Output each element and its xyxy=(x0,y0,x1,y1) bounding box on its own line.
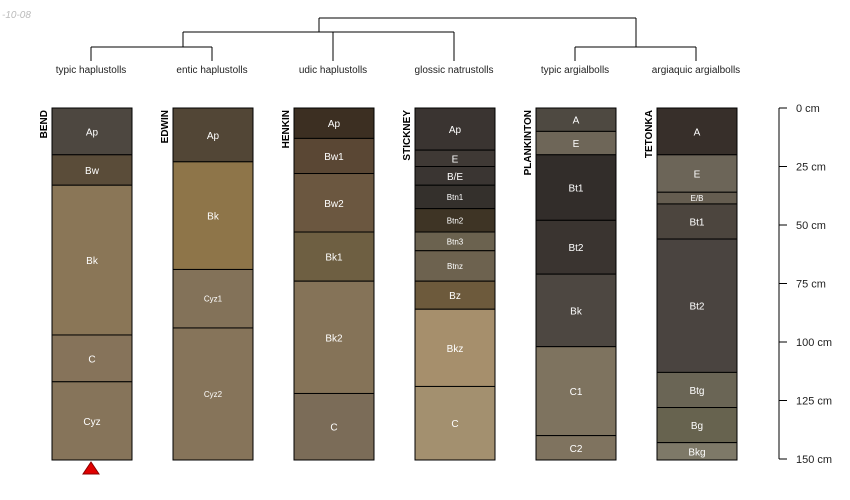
horizon-c xyxy=(293,392,375,461)
horizon-label: C xyxy=(451,419,458,430)
horizon-bw2 xyxy=(293,173,375,233)
horizon-label: A xyxy=(694,127,701,138)
red-triangle-marker xyxy=(82,461,100,475)
axis-tick-label: 50 cm xyxy=(796,220,826,232)
axis-tick-label: 150 cm xyxy=(796,454,832,466)
horizon-label: Cyz1 xyxy=(204,295,223,304)
horizon-label: B/E xyxy=(447,172,463,183)
horizon-label: Ap xyxy=(328,119,341,130)
soil-profile-tetonka: argiaquic argialbolls TETONKA A E E/B Bt1 Bt2 B… xyxy=(644,65,740,461)
horizon-btg xyxy=(656,371,738,409)
horizon-c xyxy=(414,385,496,461)
taxonomy-label: typic argialbolls xyxy=(541,65,609,76)
horizon-bk xyxy=(51,184,133,336)
horizon-label: Ap xyxy=(86,127,99,138)
horizon-label: C xyxy=(88,354,95,365)
taxonomy-label: glossic natrustolls xyxy=(415,65,494,76)
horizon-cyz1 xyxy=(172,268,254,329)
horizon-cyz2 xyxy=(172,327,254,461)
horizon-cyz xyxy=(51,381,133,461)
horizon-label: C2 xyxy=(570,444,583,455)
taxonomy-label: typic haplustolls xyxy=(56,65,127,76)
horizon-label: Bt2 xyxy=(568,243,583,254)
horizon-label: Btnz xyxy=(447,262,463,271)
soil-profile-plankinton: typic argialbolls PLANKINTON A E Bt1 Bt2 Bk C1 C… xyxy=(523,65,617,461)
soil-profile-stickney: glossic natrustolls STICKNEY Ap E B/E Btn1 Btn… xyxy=(402,65,496,461)
horizon-btnz xyxy=(414,250,496,282)
horizon-ap xyxy=(414,107,496,151)
profile-name: HENKIN xyxy=(281,110,292,148)
horizon-label: Bk1 xyxy=(325,253,343,264)
horizon-label: Cyz2 xyxy=(204,390,223,399)
axis-tick-label: 125 cm xyxy=(796,396,832,408)
profile-name: STICKNEY xyxy=(402,110,413,161)
horizon-label: E xyxy=(573,139,580,150)
horizon-label: Btg xyxy=(689,386,704,397)
horizon-bt2 xyxy=(656,238,738,373)
horizon-label: Bw1 xyxy=(324,152,344,163)
profile-name: TETONKA xyxy=(644,110,655,158)
axis-tick-label: 0 cm xyxy=(796,103,820,115)
horizon-label: Bz xyxy=(449,291,461,302)
horizon-bk xyxy=(172,161,254,270)
horizon-bz xyxy=(414,280,496,310)
axis-tick-label: 25 cm xyxy=(796,162,826,174)
taxonomy-label: entic haplustolls xyxy=(176,65,247,76)
axis-tick-label: 75 cm xyxy=(796,279,826,291)
horizon-label: Btn1 xyxy=(447,193,464,202)
horizon-label: Bg xyxy=(691,421,703,432)
horizon-label: Bt1 xyxy=(689,217,704,228)
horizon-label: Cyz xyxy=(83,417,100,428)
axis-tick-label: 100 cm xyxy=(796,337,832,349)
horizon-label: A xyxy=(573,116,580,127)
depth-axis: 0 cm 25 cm 50 cm 75 cm 100 cm 125 cm 150 cm xyxy=(778,103,832,466)
horizon-bkz xyxy=(414,308,496,387)
profile-name: EDWIN xyxy=(160,110,171,143)
horizon-label: C1 xyxy=(570,387,583,398)
horizon-bk xyxy=(535,273,617,348)
horizon-label: E xyxy=(452,154,459,165)
horizon-label: Btn3 xyxy=(447,237,464,246)
horizon-label: Ap xyxy=(449,125,462,136)
soil-profile-bend: typic haplustolls BEND Ap Bw Bk C Cyz xyxy=(39,65,133,475)
soil-profile-henkin: udic haplustolls HENKIN Ap Bw1 Bw2 Bk1 Bk2 C xyxy=(281,65,375,461)
profile-name: PLANKINTON xyxy=(523,110,534,175)
horizon-bt1 xyxy=(535,154,617,221)
horizon-label: Ap xyxy=(207,131,220,142)
horizon-label: Bkg xyxy=(688,447,705,458)
horizon-bg xyxy=(656,407,738,444)
horizon-bkg xyxy=(656,442,738,461)
horizon-c2 xyxy=(535,435,617,461)
horizon-label: Bw2 xyxy=(324,199,344,210)
horizon-label: Bk xyxy=(86,256,99,267)
horizon-bt1 xyxy=(656,203,738,240)
horizon-label: Bt2 xyxy=(689,302,704,313)
soil-profile-edwin: entic haplustolls EDWIN Ap Bk Cyz1 Cyz2 xyxy=(160,65,254,461)
horizon-e xyxy=(656,154,738,193)
horizon-label: Bt1 xyxy=(568,184,583,195)
horizon-bw1 xyxy=(293,137,375,175)
horizon-label: E xyxy=(694,170,701,181)
horizon-ap xyxy=(51,107,133,156)
horizon-label: C xyxy=(330,423,337,434)
horizon-bk1 xyxy=(293,231,375,282)
horizon-label: Bk xyxy=(207,212,220,223)
horizon-a xyxy=(656,107,738,156)
horizon-label: Bkz xyxy=(447,344,464,355)
dendrogram xyxy=(90,17,697,61)
taxonomy-label: udic haplustolls xyxy=(299,65,367,76)
horizon-label: E/B xyxy=(691,194,704,203)
profiles-group: typic haplustolls BEND Ap Bw Bk C Cyz entic hap… xyxy=(39,65,740,475)
horizon-label: Btn2 xyxy=(447,216,464,225)
horizon-label: Bk2 xyxy=(325,333,343,344)
horizon-label: Bk xyxy=(570,306,583,317)
horizon-label: Bw xyxy=(85,166,100,177)
taxonomy-label: argiaquic argialbolls xyxy=(652,65,740,76)
corner-text: -10-08 xyxy=(2,10,31,21)
horizon-bk2 xyxy=(293,280,375,394)
profile-name: BEND xyxy=(39,110,50,138)
